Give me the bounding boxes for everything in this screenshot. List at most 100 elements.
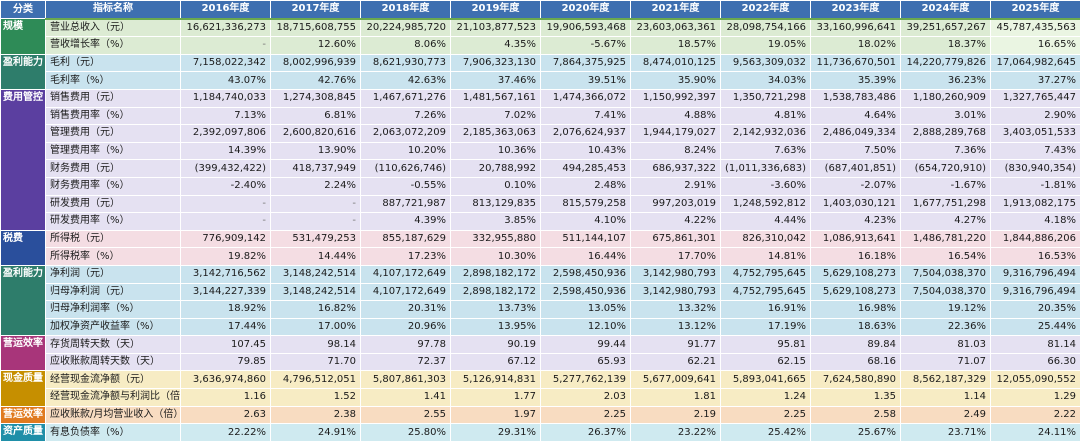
metric-value: 39,251,657,267 bbox=[901, 19, 991, 37]
metric-value: 1,248,592,812 bbox=[721, 195, 811, 213]
metric-value: 2,598,450,936 bbox=[541, 283, 631, 301]
table-row: 加权净资产收益率（%）17.44%17.00%20.96%13.95%12.10… bbox=[1, 318, 1080, 336]
metric-value: 3,148,242,514 bbox=[271, 283, 361, 301]
metric-name: 有息负债率（%） bbox=[46, 424, 181, 442]
metric-value: 7,158,022,342 bbox=[181, 54, 271, 72]
metric-name: 管理费用（元） bbox=[46, 125, 181, 143]
metric-value: -0.55% bbox=[361, 177, 451, 195]
metric-value: 4,752,795,645 bbox=[721, 265, 811, 283]
metric-value: 20.31% bbox=[361, 301, 451, 319]
metric-value: -3.60% bbox=[721, 177, 811, 195]
metric-value: 16.53% bbox=[991, 248, 1080, 266]
metric-value: 21,103,877,523 bbox=[451, 19, 541, 37]
metric-value: 13.90% bbox=[271, 142, 361, 160]
header-year: 2019年度 bbox=[451, 1, 541, 19]
category-label: 现金质量 bbox=[1, 371, 46, 406]
metric-value: 7,504,038,370 bbox=[901, 265, 991, 283]
metric-value: 1,327,765,447 bbox=[991, 89, 1080, 107]
metric-value: 5,277,762,139 bbox=[541, 371, 631, 389]
metric-value: 5,893,041,665 bbox=[721, 371, 811, 389]
metric-value: 1.52 bbox=[271, 389, 361, 407]
category-label: 规模 bbox=[1, 19, 46, 55]
metric-value: 7,864,375,925 bbox=[541, 54, 631, 72]
metric-value: 10.30% bbox=[451, 248, 541, 266]
metric-value: 1.24 bbox=[721, 389, 811, 407]
metric-value: -5.67% bbox=[541, 37, 631, 55]
metric-value: 3,142,980,793 bbox=[631, 283, 721, 301]
category-label: 营运效率 bbox=[1, 406, 46, 424]
metric-value: 9,316,796,494 bbox=[991, 265, 1080, 283]
metric-value: 3,148,242,514 bbox=[271, 265, 361, 283]
table-row: 财务费用（元）(399,432,422)418,737,949(110,626,… bbox=[1, 160, 1080, 178]
metric-value: 2.38 bbox=[271, 406, 361, 424]
metric-value: 8,621,930,773 bbox=[361, 54, 451, 72]
metric-value: 7.02% bbox=[451, 107, 541, 125]
metric-value: 72.37 bbox=[361, 353, 451, 371]
metric-value: 2.90% bbox=[991, 107, 1080, 125]
metric-value: 24.11% bbox=[991, 424, 1080, 442]
metric-name: 加权净资产收益率（%） bbox=[46, 318, 181, 336]
metric-value: 2.49 bbox=[901, 406, 991, 424]
metric-value: 25.44% bbox=[991, 318, 1080, 336]
metric-name: 管理费用率（%） bbox=[46, 142, 181, 160]
metric-value: 14.44% bbox=[271, 248, 361, 266]
metric-value: - bbox=[181, 37, 271, 55]
metric-value: 34.03% bbox=[721, 72, 811, 90]
metric-value: 16.82% bbox=[271, 301, 361, 319]
metric-value: 675,861,301 bbox=[631, 230, 721, 248]
metric-value: 22.36% bbox=[901, 318, 991, 336]
metric-value: 7.50% bbox=[811, 142, 901, 160]
header-year: 2024年度 bbox=[901, 1, 991, 19]
header-year: 2023年度 bbox=[811, 1, 901, 19]
category-label: 盈利能力 bbox=[1, 54, 46, 89]
metric-value: 2.63 bbox=[181, 406, 271, 424]
metric-value: 13.32% bbox=[631, 301, 721, 319]
metric-value: 4,796,512,051 bbox=[271, 371, 361, 389]
metric-value: 2,898,182,172 bbox=[451, 283, 541, 301]
metric-value: 5,126,914,831 bbox=[451, 371, 541, 389]
metric-value: 22.22% bbox=[181, 424, 271, 442]
metric-value: 4,107,172,649 bbox=[361, 283, 451, 301]
metric-value: 1,350,721,298 bbox=[721, 89, 811, 107]
metric-name: 毛利率（%） bbox=[46, 72, 181, 90]
metric-value: 98.14 bbox=[271, 336, 361, 354]
metric-value: 95.81 bbox=[721, 336, 811, 354]
metric-value: 18.37% bbox=[901, 37, 991, 55]
metric-value: 2,600,820,616 bbox=[271, 125, 361, 143]
metric-value: 20.96% bbox=[361, 318, 451, 336]
header-year: 2016年度 bbox=[181, 1, 271, 19]
header-year: 2017年度 bbox=[271, 1, 361, 19]
metric-value: (687,401,851) bbox=[811, 160, 901, 178]
metric-value: 2,898,182,172 bbox=[451, 265, 541, 283]
metric-value: - bbox=[271, 213, 361, 231]
metric-value: 81.03 bbox=[901, 336, 991, 354]
metric-name: 研发费用率（%） bbox=[46, 213, 181, 231]
metric-value: 33,160,996,641 bbox=[811, 19, 901, 37]
category-label: 营运效率 bbox=[1, 336, 46, 371]
metric-value: 16.91% bbox=[721, 301, 811, 319]
metric-value: 81.14 bbox=[991, 336, 1080, 354]
metric-value: 2,888,289,768 bbox=[901, 125, 991, 143]
metric-value: (110,626,746) bbox=[361, 160, 451, 178]
metric-value: 511,144,107 bbox=[541, 230, 631, 248]
header-row: 分类 指标名称 2016年度 2017年度 2018年度 2019年度 2020… bbox=[1, 1, 1080, 19]
metric-value: 3,142,716,562 bbox=[181, 265, 271, 283]
metric-value: 37.46% bbox=[451, 72, 541, 90]
metric-value: 17,064,982,645 bbox=[991, 54, 1080, 72]
metric-value: 35.39% bbox=[811, 72, 901, 90]
metric-value: 17.70% bbox=[631, 248, 721, 266]
metric-name: 毛利（元） bbox=[46, 54, 181, 72]
metric-value: 494,285,453 bbox=[541, 160, 631, 178]
metric-value: - bbox=[181, 195, 271, 213]
metric-value: 25.80% bbox=[361, 424, 451, 442]
metric-name: 存货周转天数（天） bbox=[46, 336, 181, 354]
table-row: 毛利率（%）43.07%42.76%42.63%37.46%39.51%35.9… bbox=[1, 72, 1080, 90]
metric-value: 2,142,932,036 bbox=[721, 125, 811, 143]
metric-value: 1,403,030,121 bbox=[811, 195, 901, 213]
metric-value: 2,076,624,937 bbox=[541, 125, 631, 143]
metric-value: 8,002,996,939 bbox=[271, 54, 361, 72]
